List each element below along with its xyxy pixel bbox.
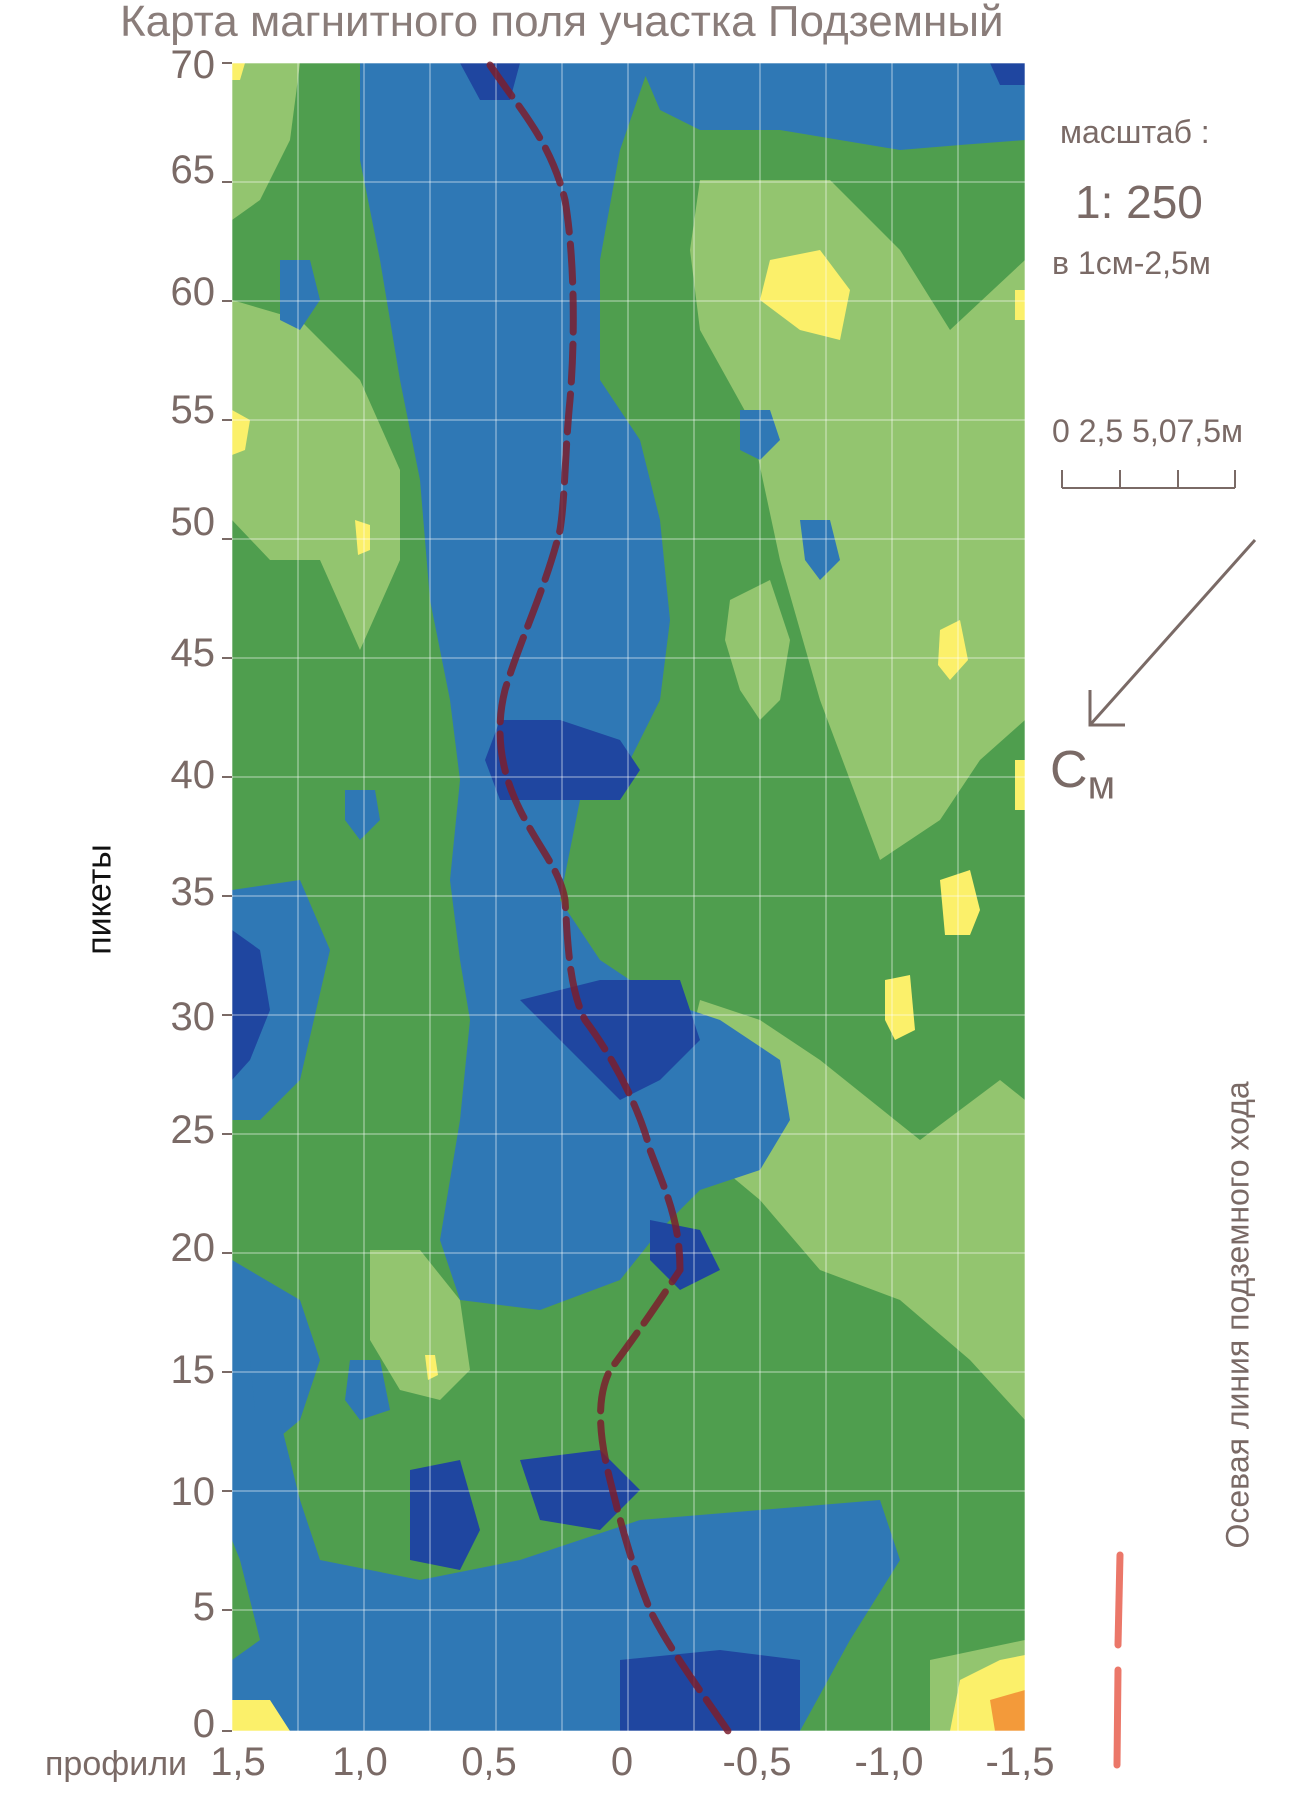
north-subscript: м [1087,763,1116,808]
y-tick-label: 35 [170,870,216,914]
x-axis-label: профили [45,1745,188,1783]
contour-light-green [232,63,300,220]
y-axis-ticks [222,62,232,1732]
contour-yellow [938,620,968,680]
contour-blue [345,1360,390,1420]
contour-blue [232,880,330,1120]
contour-orange [990,1690,1025,1731]
contour-yellow [232,63,245,80]
y-tick-label: 45 [170,631,216,675]
y-tick-label: 20 [170,1226,216,1270]
scale-bar [1061,470,1236,489]
y-tick-label: 30 [170,995,216,1039]
contour-dark-blue [650,1220,720,1290]
contour-dark-blue [990,63,1025,85]
y-tick-label: 40 [170,753,216,797]
y-tick-label: 5 [192,1585,215,1629]
contour-dark-blue [410,1460,480,1570]
y-tick-label: 0 [192,1702,215,1746]
contour-light-green [232,300,400,650]
contour-yellow [940,870,980,935]
y-axis-label: пикеты [80,844,119,955]
legend-line-sample [1113,1551,1124,1769]
contour-blue [800,520,840,580]
y-tick-label: 55 [170,388,216,432]
passage-axis-line [486,61,732,1735]
legend-axis-line-label: Осевая линия подземного хода [1219,1081,1256,1549]
grid [231,62,1026,1732]
contour-blue [360,63,790,1310]
contour-dark-blue [620,1650,800,1731]
contour-yellow [232,1700,290,1731]
y-tick-label: 70 [170,43,216,87]
contour-yellow [1015,760,1025,810]
y-tick-label: 65 [170,148,216,192]
x-tick-label: 1,0 [332,1740,388,1784]
y-tick-label: 25 [170,1108,216,1152]
scale-label: масштаб : [1060,114,1210,150]
map-title: Карта магнитного поля участка Подземный [120,0,1004,46]
scale-ratio: 1: 250 [1075,176,1203,228]
north-arrow-icon [1088,539,1257,727]
y-tick-label: 15 [170,1348,216,1392]
contour-yellow [760,250,850,340]
contour-blue [380,63,1025,150]
north-label: См [1050,740,1115,808]
contour-yellow [355,520,370,555]
contour-yellow [232,410,250,455]
contour-light-green [370,1250,470,1400]
scale-note: в 1см-2,5м [1052,245,1211,281]
contour-blue [280,260,320,330]
contour-yellow [1015,290,1025,320]
x-tick-label: -1,5 [985,1740,1055,1784]
contour-light-green [725,580,790,720]
x-tick-label: 1,5 [210,1740,266,1784]
x-tick-label: 0,5 [461,1740,517,1784]
x-tick-label: -0,5 [722,1740,792,1784]
scale-bar-labels: 0 2,5 5,07,5м [1052,413,1244,449]
y-tick-label: 10 [170,1470,216,1514]
contour-dark-blue [520,980,700,1100]
x-tick-label: 0 [610,1740,634,1784]
y-tick-label: 50 [170,500,216,544]
contour-blue [345,790,380,840]
north-letter: С [1050,741,1088,799]
y-tick-label: 60 [170,270,216,314]
contour-light-green [690,180,1025,860]
contour-dark-blue [232,930,270,1080]
contour-yellow [425,1355,438,1380]
x-tick-label: -1,0 [854,1740,924,1784]
